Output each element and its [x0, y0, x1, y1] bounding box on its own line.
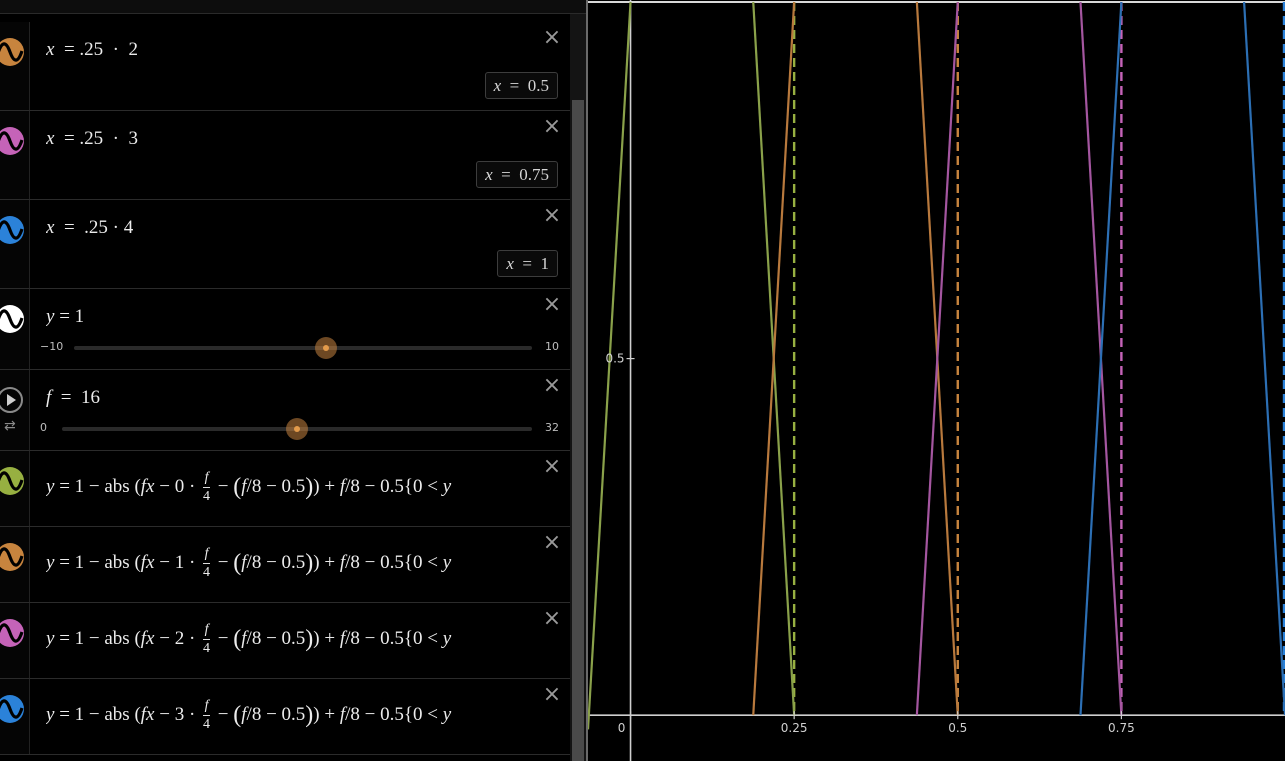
wave-icon[interactable]	[0, 36, 26, 68]
expression-row[interactable]: x = .25 · 2 × x = 0.5	[0, 22, 570, 111]
evaluation-result: x = 0.5	[484, 72, 558, 99]
delete-expression-close-icon[interactable]: ×	[542, 682, 562, 707]
graph-line-segment	[1079, 1, 1123, 716]
slider-max-label[interactable]: 10	[545, 340, 559, 353]
graph-line-segment	[752, 1, 796, 716]
x-tick-label: 0.5	[948, 721, 967, 735]
wave-icon[interactable]	[0, 541, 26, 573]
expression-gutter	[0, 111, 30, 199]
expression-row[interactable]: y = 1 × −10 10	[0, 289, 570, 370]
graph-line-segment	[915, 1, 959, 716]
expression-math[interactable]: x = .25 · 2	[46, 39, 138, 60]
expression-gutter	[0, 200, 30, 288]
delete-expression-close-icon[interactable]: ×	[542, 454, 562, 479]
panel-top-bar	[0, 0, 586, 14]
loop-icon[interactable]: ⇄	[4, 418, 16, 434]
graph-paper[interactable]: 0 0.25 0.5 0.75 0.5	[588, 0, 1285, 761]
wave-icon[interactable]	[0, 465, 26, 497]
delete-expression-close-icon[interactable]: ×	[542, 530, 562, 555]
graph-canvas[interactable]: 0 0.25 0.5 0.75 0.5	[588, 0, 1285, 761]
slider-max-label[interactable]: 32	[545, 421, 559, 434]
expression-gutter	[0, 22, 30, 110]
x-tick-label: 0.75	[1108, 721, 1135, 735]
wave-icon[interactable]	[0, 693, 26, 725]
wave-icon[interactable]	[0, 214, 26, 246]
y-tick-label: 0.5	[605, 352, 624, 366]
expression-row[interactable]: x = .25 · 3 × x = 0.75	[0, 111, 570, 200]
slider-track[interactable]	[74, 346, 532, 350]
expression-row[interactable]: ⇄ f = 16 × 0 32	[0, 370, 570, 451]
value-slider[interactable]: −10 10	[40, 337, 560, 359]
expression-list-scrollbar-thumb[interactable]	[572, 100, 584, 761]
delete-expression-close-icon[interactable]: ×	[542, 114, 562, 139]
delete-expression-close-icon[interactable]: ×	[542, 606, 562, 631]
wave-icon[interactable]	[0, 617, 26, 649]
slider-handle-dot[interactable]	[322, 345, 329, 351]
x-tick-label: 0	[618, 721, 626, 735]
delete-expression-close-icon[interactable]: ×	[542, 25, 562, 50]
evaluation-result: x = 1	[497, 250, 558, 277]
delete-expression-close-icon[interactable]: ×	[542, 373, 562, 398]
graph-line-segment	[588, 1, 632, 730]
wave-icon[interactable]	[0, 125, 26, 157]
slider-min-label[interactable]: −10	[40, 340, 64, 353]
expression-math[interactable]: x = .25 · 4	[46, 217, 134, 238]
expression-math[interactable]: y = 1	[46, 306, 85, 327]
expression-math[interactable]: f = 16	[46, 387, 100, 408]
slider-handle-dot[interactable]	[294, 426, 300, 432]
delete-expression-close-icon[interactable]: ×	[542, 292, 562, 317]
evaluation-result: x = 0.75	[476, 161, 558, 188]
value-slider[interactable]: 0 32	[40, 418, 560, 440]
expression-list-panel: x = .25 · 2 × x = 0.5 x = .25 · 3 × x = 0.75 x…	[0, 0, 586, 761]
graph-line-segment	[1242, 1, 1285, 716]
panel-resize-divider[interactable]	[586, 0, 588, 761]
x-tick-label: 0.25	[781, 721, 808, 735]
expression-math[interactable]: x = .25 · 3	[46, 128, 138, 149]
play-icon[interactable]	[0, 384, 26, 416]
wave-icon[interactable]	[0, 303, 26, 335]
delete-expression-close-icon[interactable]: ×	[542, 203, 562, 228]
expression-row[interactable]: x = .25 · 4 × x = 1	[0, 200, 570, 289]
slider-min-label[interactable]: 0	[40, 421, 47, 434]
